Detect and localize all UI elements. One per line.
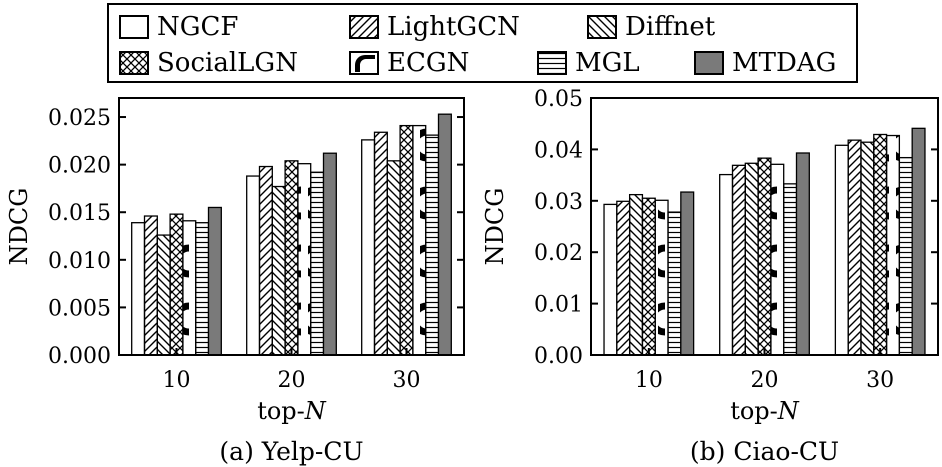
bar-ngcf-30 — [834, 144, 849, 356]
y-tick-label: 0.025 — [48, 106, 111, 131]
y-tick-label: 0.02 — [534, 241, 583, 266]
bar-diffnet-10 — [156, 234, 171, 356]
x-axis-label: top-N — [730, 397, 800, 425]
bar-diffnet-20 — [271, 185, 286, 356]
legend-label-mtdag: MTDAG — [732, 48, 837, 78]
bar-diffnet-30 — [386, 160, 401, 356]
legend-swatch-diffnet — [587, 15, 617, 39]
bar-mgl-30 — [898, 156, 913, 356]
legend-item-ecgn: ECGN — [349, 47, 469, 79]
bar-ecgn-20 — [770, 163, 785, 356]
legend-label-ngcf: NGCF — [157, 12, 239, 42]
bar-diffnet-20 — [744, 162, 759, 356]
bar-mgl-20 — [310, 171, 325, 356]
x-axis-label: top-N — [257, 397, 327, 425]
bar-lightgcn-20 — [258, 165, 273, 356]
y-tick-label: 0.00 — [534, 344, 583, 369]
bar-ecgn-30 — [885, 134, 901, 356]
x-tick-label: 30 — [393, 368, 421, 393]
bar-lightgcn-20 — [731, 164, 746, 356]
chart-panel-b-ciao-cu: 0.00 0.01 0.02 0.03 0.04 0.05 10 20 30 top-N NDCG (… — [481, 87, 939, 466]
bar-sociallgn-10 — [641, 197, 656, 356]
y-tick-label: 0.01 — [534, 293, 583, 318]
bar-mtdag-30 — [437, 113, 452, 356]
legend-swatch-lightgcn — [349, 15, 379, 39]
legend-item-mgl: MGL — [537, 47, 640, 79]
legend-swatch-mgl — [537, 51, 567, 75]
y-tick-label: 0.04 — [534, 138, 583, 163]
y-tick-label: 0.010 — [48, 249, 111, 274]
legend-item-lightgcn: LightGCN — [349, 11, 520, 43]
bar-sociallgn-10 — [169, 213, 184, 356]
y-tick-label: 0.05 — [534, 87, 583, 112]
bar-ngcf-10 — [603, 203, 618, 356]
bar-mgl-10 — [195, 222, 210, 356]
bar-mtdag-20 — [795, 152, 810, 356]
bar-mgl-30 — [425, 134, 440, 356]
bar-sociallgn-30 — [399, 124, 414, 356]
bar-mtdag-30 — [911, 127, 926, 356]
bar-ngcf-10 — [131, 222, 146, 356]
legend-swatch-mtdag — [694, 51, 724, 75]
bar-mgl-20 — [783, 183, 798, 356]
legend-label-sociallgn: SocialLGN — [157, 48, 298, 78]
legend-item-mtdag: MTDAG — [694, 47, 836, 79]
panel-caption: (b) Ciao-CU — [690, 437, 839, 466]
bar-ecgn-10 — [654, 199, 669, 356]
legend-item-ngcf: NGCF — [119, 11, 238, 43]
bar-ngcf-20 — [246, 175, 261, 356]
bar-sociallgn-20 — [757, 157, 772, 356]
bar-ngcf-20 — [719, 173, 734, 356]
y-tick-label: 0.015 — [48, 201, 111, 226]
y-axis-label: NDCG — [481, 188, 509, 266]
x-tick-label: 20 — [751, 368, 779, 393]
panel-caption: (a) Yelp-CU — [219, 437, 363, 466]
bar-mgl-10 — [667, 211, 682, 356]
bar-diffnet-10 — [628, 193, 644, 356]
legend-label-diffnet: Diffnet — [625, 12, 716, 42]
x-tick-label: 10 — [635, 368, 663, 393]
bar-ecgn-10 — [182, 220, 197, 356]
bar-mtdag-10 — [207, 206, 222, 356]
bar-ecgn-30 — [412, 124, 427, 356]
legend-label-ecgn: ECGN — [387, 48, 470, 78]
bar-mtdag-20 — [322, 152, 337, 356]
y-axis-label: NDCG — [5, 188, 33, 266]
legend-item-sociallgn: SocialLGN — [119, 47, 298, 79]
legend-label-lightgcn: LightGCN — [387, 12, 520, 42]
bar-lightgcn-10 — [143, 215, 158, 356]
legend-label-mgl: MGL — [575, 48, 640, 78]
y-tick-label: 0.03 — [534, 190, 583, 215]
legend-swatch-sociallgn — [119, 51, 149, 75]
bar-sociallgn-30 — [873, 133, 888, 356]
x-tick-label: 30 — [866, 368, 894, 393]
x-tick-label: 20 — [278, 368, 306, 393]
bar-ngcf-30 — [361, 139, 376, 356]
legend-item-diffnet: Diffnet — [587, 11, 715, 43]
bar-sociallgn-20 — [284, 160, 299, 356]
y-tick-label: 0.020 — [48, 154, 111, 179]
y-tick-label: 0.000 — [48, 344, 111, 369]
x-tick-label: 10 — [163, 368, 191, 393]
bar-lightgcn-30 — [373, 131, 388, 356]
chart-panel-a-yelp-cu: 0.000 0.005 0.010 0.015 0.020 0.025 10 20 30 top-… — [5, 97, 465, 466]
legend: NGCF LightGCN Diffnet SocialLGN ECGN MGL… — [107, 3, 858, 83]
bar-ecgn-20 — [297, 163, 312, 356]
bar-lightgcn-10 — [616, 200, 631, 356]
legend-swatch-ecgn — [349, 51, 379, 75]
bar-mtdag-10 — [680, 191, 695, 356]
legend-swatch-ngcf — [119, 15, 149, 39]
bar-lightgcn-30 — [847, 139, 862, 356]
y-tick-label: 0.005 — [48, 296, 111, 321]
bar-diffnet-30 — [860, 141, 875, 356]
